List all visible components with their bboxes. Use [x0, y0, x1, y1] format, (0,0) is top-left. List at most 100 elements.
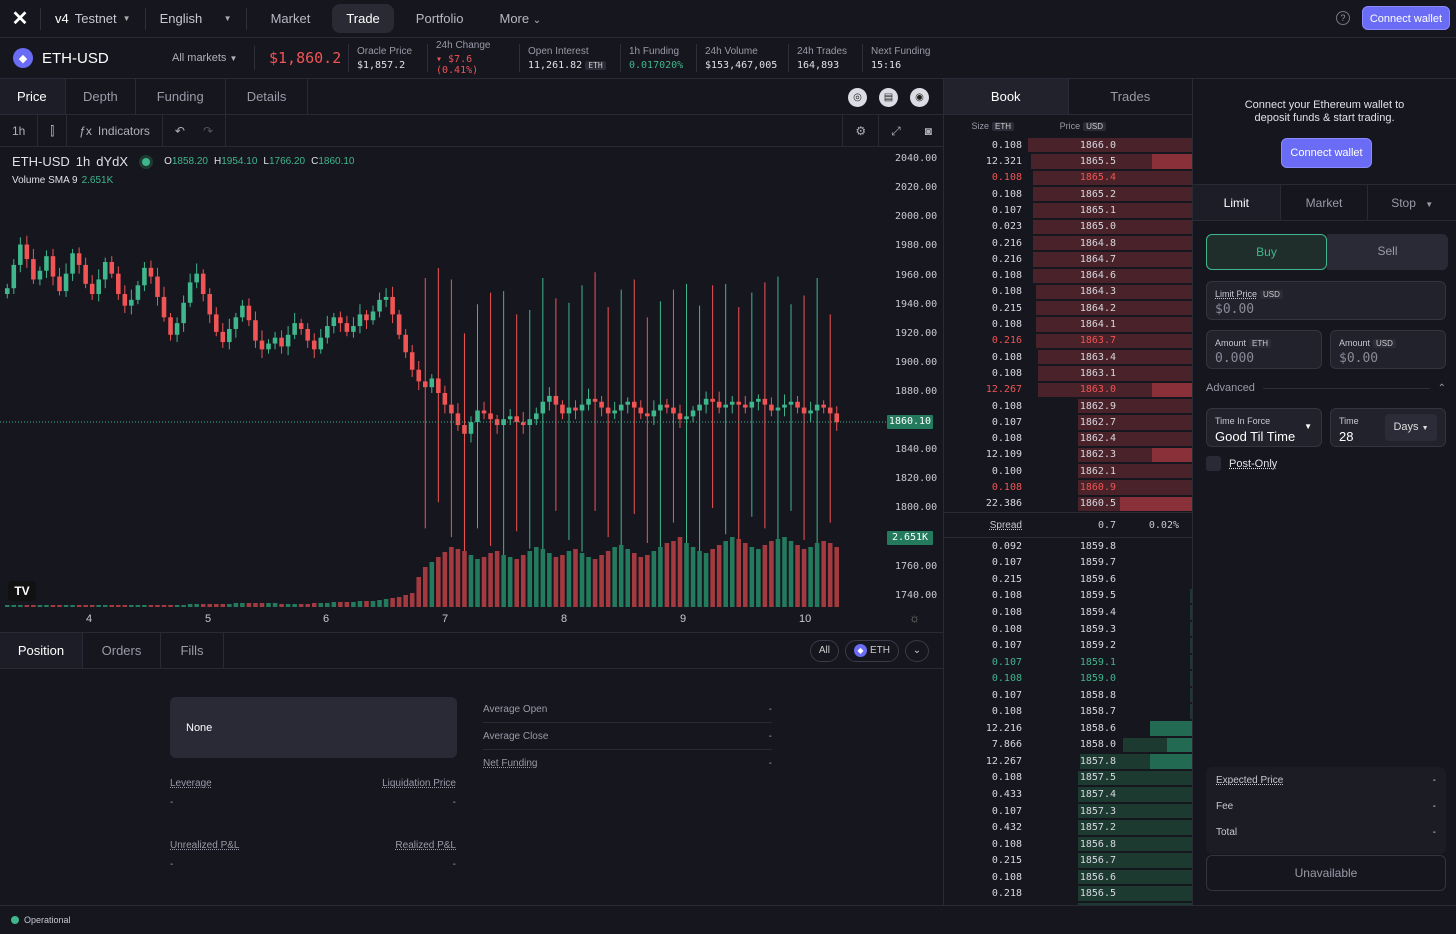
bid-row[interactable]: 0.107 1859.2 — [944, 637, 1192, 654]
document-icon[interactable]: ▤ — [879, 88, 898, 107]
indicators-button[interactable]: ƒx Indicators — [67, 114, 163, 147]
tab-depth[interactable]: Depth — [66, 79, 136, 114]
tab-orders[interactable]: Orders — [83, 633, 161, 668]
explorer-icon[interactable]: ◉ — [910, 88, 929, 107]
bid-row[interactable]: 0.108 1859.0 — [944, 670, 1192, 687]
bid-row[interactable]: 0.215 1859.6 — [944, 571, 1192, 588]
ask-row[interactable]: 0.108 1863.4 — [944, 349, 1192, 365]
settings-icon[interactable]: ⚙ — [842, 114, 880, 147]
bid-row[interactable]: 0.107 1858.8 — [944, 687, 1192, 704]
undo-icon[interactable]: ↶ — [174, 123, 185, 138]
bid-row[interactable]: 0.108 1859.3 — [944, 621, 1192, 638]
ask-row[interactable]: 0.108 1862.4 — [944, 431, 1192, 447]
bid-row[interactable]: 0.108 1858.7 — [944, 703, 1192, 720]
redo-icon[interactable]: ↷ — [191, 114, 227, 147]
bid-row[interactable]: 0.215 1856.7 — [944, 852, 1192, 869]
amount-usd-input[interactable]: Amount USD $0.00 — [1330, 330, 1446, 369]
ask-row[interactable]: 0.108 1862.9 — [944, 398, 1192, 414]
bid-row[interactable]: 0.432 1857.2 — [944, 819, 1192, 836]
dydx-logo-icon[interactable]: ✕ — [11, 8, 29, 30]
ask-row[interactable]: 0.216 1864.7 — [944, 251, 1192, 267]
ask-row[interactable]: 0.100 1862.1 — [944, 463, 1192, 479]
filter-all[interactable]: All — [809, 640, 839, 662]
ask-row[interactable]: 0.108 1864.1 — [944, 316, 1192, 332]
tab-market[interactable]: Market — [1281, 185, 1369, 220]
analytics-icon[interactable]: ◎ — [848, 88, 867, 107]
bid-row[interactable]: 0.108 1856.6 — [944, 869, 1192, 886]
submit-order-button[interactable]: Unavailable — [1206, 855, 1446, 891]
bid-row[interactable]: 12.216 1858.6 — [944, 720, 1192, 737]
tradingview-logo[interactable]: TV — [8, 581, 36, 601]
buy-button[interactable]: Buy — [1206, 234, 1327, 270]
bid-row[interactable]: 0.107 1859.1 — [944, 654, 1192, 671]
ask-row[interactable]: 0.216 1863.7 — [944, 333, 1192, 349]
ask-row[interactable]: 0.107 1862.7 — [944, 414, 1192, 430]
bid-row[interactable]: 12.267 1857.8 — [944, 753, 1192, 770]
amount-eth-input[interactable]: Amount ETH 0.000 — [1206, 330, 1322, 369]
tab-book[interactable]: Book — [944, 79, 1068, 114]
ask-row[interactable]: 12.109 1862.3 — [944, 447, 1192, 463]
camera-icon[interactable]: ◙ — [924, 123, 932, 138]
ask-row[interactable]: 0.108 1865.4 — [944, 170, 1192, 186]
time-input[interactable]: Time 28 Days ▼ — [1330, 408, 1446, 447]
fullscreen-icon[interactable]: ⤢ — [891, 123, 901, 138]
collapse-icon[interactable]: ⌄ — [905, 640, 929, 662]
network-dropdown[interactable]: v4 Testnet ▼ — [41, 11, 145, 26]
candle-type-icon[interactable]: ⫿ — [38, 114, 68, 147]
bid-row[interactable]: 0.107 1857.3 — [944, 803, 1192, 820]
ask-row[interactable]: 12.321 1865.5 — [944, 153, 1192, 169]
time-in-force-select[interactable]: Time In Force Good Til Time ▼ — [1206, 408, 1322, 447]
tab-details[interactable]: Details — [226, 79, 309, 114]
ask-row[interactable]: 12.267 1863.0 — [944, 382, 1192, 398]
bid-row[interactable]: 7.866 1858.0 — [944, 737, 1192, 754]
axis-settings-icon[interactable]: ☼ — [909, 611, 920, 625]
bid-row[interactable]: 0.433 1857.4 — [944, 786, 1192, 803]
ask-row[interactable]: 0.108 1865.2 — [944, 186, 1192, 202]
bid-row[interactable]: 0.108 1856.8 — [944, 836, 1192, 853]
post-only-checkbox[interactable]: Post-Only — [1206, 456, 1277, 471]
help-icon[interactable]: ? — [1336, 11, 1350, 25]
price-axis[interactable]: 2040.00 2020.00 2000.00 1980.00 1960.00 1940.… — [887, 147, 943, 607]
advanced-toggle[interactable]: Advanced ⌃ — [1206, 382, 1446, 394]
bid-row[interactable]: 0.092 1859.8 — [944, 538, 1192, 555]
tab-stop[interactable]: Stop ▼ — [1368, 185, 1456, 220]
status-text[interactable]: Operational — [24, 915, 71, 925]
connect-wallet-button[interactable]: Connect wallet — [1281, 138, 1372, 168]
bid-row[interactable]: 0.108 1857.5 — [944, 770, 1192, 787]
ask-row[interactable]: 0.108 1866.0 — [944, 137, 1192, 153]
ask-row[interactable]: 0.108 1864.6 — [944, 268, 1192, 284]
time-unit-select[interactable]: Days ▼ — [1385, 414, 1437, 441]
tab-limit[interactable]: Limit — [1193, 185, 1281, 220]
market-symbol[interactable]: ETH-USD — [42, 49, 109, 67]
bid-row[interactable]: 0.218 1856.5 — [944, 885, 1192, 902]
language-dropdown[interactable]: English ▼ — [146, 11, 246, 26]
tab-funding[interactable]: Funding — [136, 79, 226, 114]
nav-trade[interactable]: Trade — [332, 4, 394, 33]
nav-portfolio[interactable]: Portfolio — [415, 11, 464, 26]
ask-row[interactable]: 0.108 1863.1 — [944, 365, 1192, 381]
price-chart[interactable]: ETH-USD 1h dYdX O1858.20 H1954.10 L1766.… — [0, 147, 944, 632]
tab-trades[interactable]: Trades — [1067, 79, 1193, 114]
connect-wallet-button[interactable]: Connect wallet — [1361, 6, 1450, 30]
ask-row[interactable]: 0.108 1864.3 — [944, 284, 1192, 300]
bid-row[interactable]: 0.107 1859.7 — [944, 555, 1192, 572]
nav-more[interactable]: More ⌄ — [486, 4, 556, 33]
tab-price[interactable]: Price — [0, 79, 66, 114]
bid-row[interactable]: 0.108 1859.4 — [944, 604, 1192, 621]
limit-price-input[interactable]: Limit Price USD $0.00 — [1206, 281, 1446, 320]
ask-row[interactable]: 22.386 1860.5 — [944, 496, 1192, 512]
nav-market[interactable]: Market — [270, 11, 311, 26]
tab-position[interactable]: Position — [0, 633, 83, 668]
ask-row[interactable]: 0.216 1864.8 — [944, 235, 1192, 251]
sell-button[interactable]: Sell — [1327, 234, 1448, 270]
ask-row[interactable]: 0.215 1864.2 — [944, 300, 1192, 316]
ask-row[interactable]: 0.108 1860.9 — [944, 479, 1192, 495]
bid-row[interactable]: 0.108 1859.5 — [944, 588, 1192, 605]
ask-row[interactable]: 0.107 1865.1 — [944, 202, 1192, 218]
filter-eth[interactable]: ◆ ETH — [845, 640, 899, 662]
interval-button[interactable]: 1h — [0, 114, 39, 147]
ask-row[interactable]: 0.023 1865.0 — [944, 219, 1192, 235]
tab-fills[interactable]: Fills — [161, 633, 224, 668]
all-markets-dropdown[interactable]: All markets ▼ — [172, 52, 254, 64]
